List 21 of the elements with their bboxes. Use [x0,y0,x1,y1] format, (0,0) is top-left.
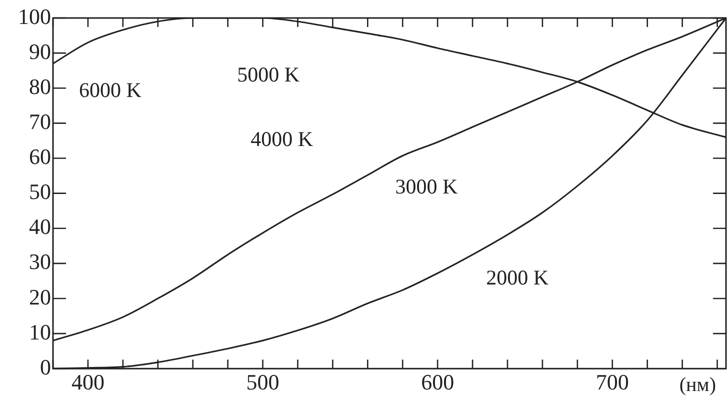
x-tick-label: 700 [596,370,629,395]
annotation: 3000 K [395,174,458,199]
y-tick-label: 70 [29,108,51,134]
y-tick-label: 50 [29,179,51,204]
y-tick-label: 30 [29,249,51,274]
y-tick-label: 80 [29,74,51,99]
y-tick-label: 40 [29,214,51,240]
x-tick-label: 600 [421,370,454,395]
y-tick-label: 20 [29,284,51,310]
y-tick-label: 60 [29,144,51,170]
x-tick-label: 400 [71,370,104,395]
y-tick-label: 90 [29,38,51,64]
annotation: 4000 K [250,127,314,152]
annotation: 2000 K [486,266,549,290]
x-tick-label: 500 [246,370,280,395]
annotation: 6000 K [78,78,142,102]
y-tick-label: 10 [29,319,51,344]
y-tick-label: 100 [18,4,51,29]
x-axis-title: (нм) [679,374,716,396]
annotation: 5000 K [237,62,300,86]
y-tick-label: 0 [40,354,51,380]
